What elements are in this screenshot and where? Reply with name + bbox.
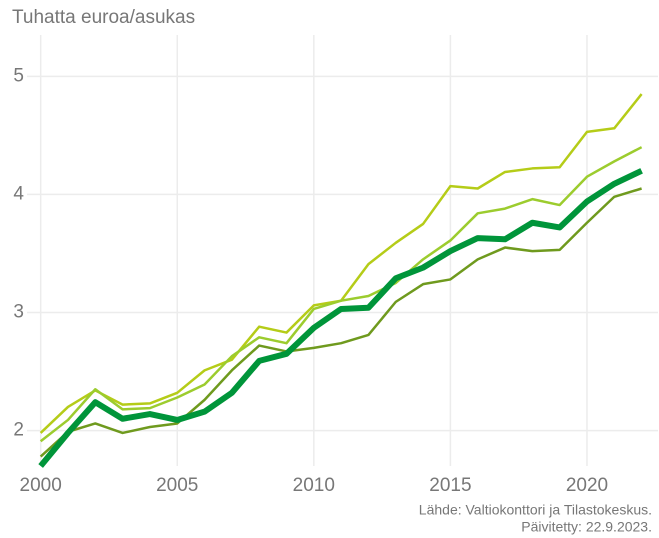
updated-note: Päivitetty: 22.9.2023.	[521, 519, 652, 535]
line	[38, 168, 643, 468]
line	[39, 146, 643, 443]
y-tick-label: 3	[13, 302, 24, 323]
y-axis-label: Tuhatta euroa/asukas	[12, 7, 195, 28]
line	[39, 187, 642, 458]
line	[39, 93, 643, 434]
x-tick-label: 2005	[156, 475, 198, 496]
x-tick-label: 2010	[293, 475, 335, 496]
y-tick-label: 4	[13, 183, 24, 204]
source-note: Lähde: Valtiokonttori ja Tilastokeskus.	[419, 502, 652, 518]
x-tick-label: 2015	[429, 475, 471, 496]
y-tick-label: 5	[13, 65, 24, 86]
y-tick-label: 2	[13, 420, 24, 441]
x-tick-label: 2020	[566, 475, 608, 496]
x-tick-label: 2000	[20, 475, 62, 496]
